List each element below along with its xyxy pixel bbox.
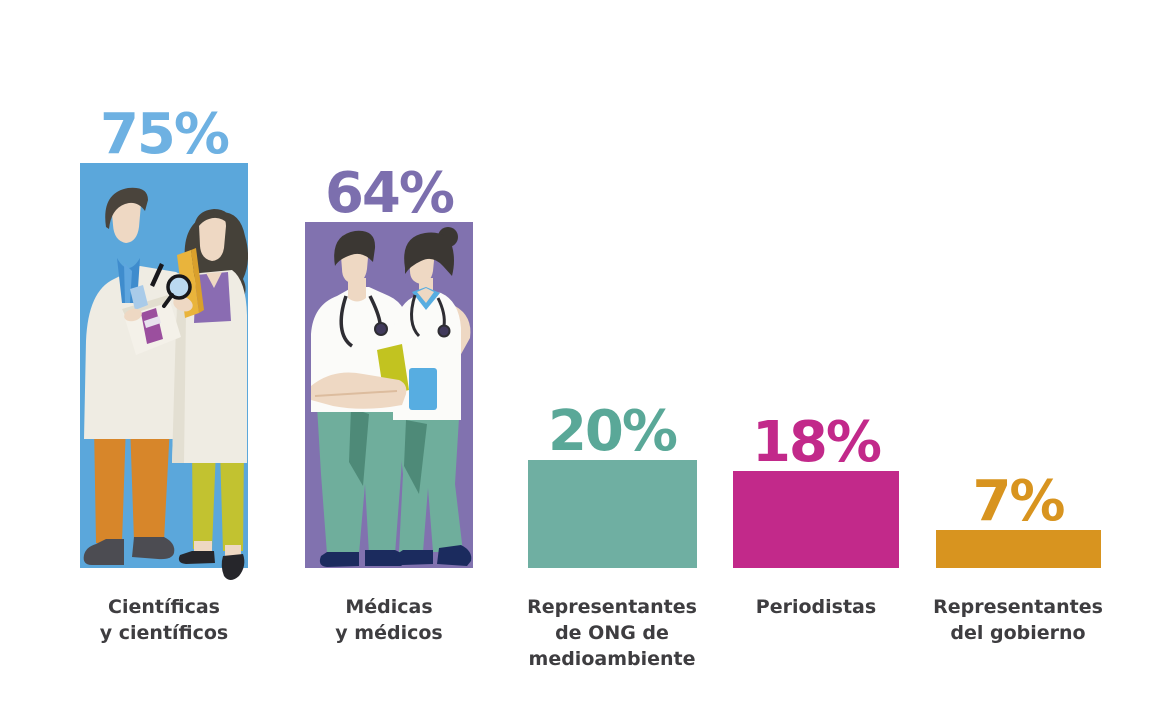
- scientists-illustration: [80, 163, 248, 580]
- doctors-illustration: [305, 222, 473, 568]
- value-label-cientificos: 75%: [99, 102, 230, 167]
- bar-ong: [527, 460, 697, 568]
- category-label-ong: Representantes de ONG de medioambiente: [527, 596, 697, 670]
- bar-gobierno: [935, 530, 1101, 568]
- bar-periodistas: [733, 471, 899, 568]
- value-label-medicos: 64%: [324, 161, 455, 226]
- category-label-medicos: Médicas y médicos: [335, 596, 443, 644]
- category-label-cientificos: Científicas y científicos: [99, 596, 229, 644]
- bar-medicos: [305, 222, 473, 568]
- value-label-periodistas: 18%: [751, 410, 882, 475]
- value-label-gobierno: 7%: [972, 469, 1065, 534]
- value-label-ong: 20%: [547, 399, 678, 464]
- category-label-periodistas: Periodistas: [755, 596, 877, 618]
- category-label-gobierno: Representantes del gobierno: [933, 596, 1103, 644]
- bar-cientificos: [80, 163, 248, 580]
